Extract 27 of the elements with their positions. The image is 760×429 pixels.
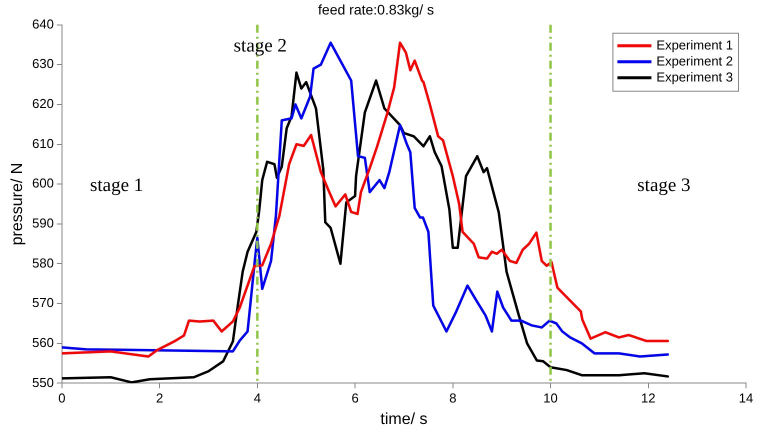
legend-label: Experiment 3 (656, 69, 734, 84)
x-axis-title: time/ s (380, 410, 428, 428)
x-tick-label: 4 (254, 390, 261, 406)
x-tick-label: 14 (738, 390, 754, 406)
y-tick-label: 610 (32, 136, 54, 151)
x-tick-label: 2 (156, 390, 164, 406)
x-tick-label: 8 (449, 390, 456, 406)
y-tick-label: 580 (32, 255, 54, 270)
y-tick-label: 640 (32, 16, 54, 32)
x-tick-label: 10 (543, 390, 558, 406)
y-tick-label: 560 (32, 334, 54, 350)
y-tick-label: 600 (32, 176, 54, 191)
y-axis-title: pressure/ N (9, 162, 26, 246)
annotation: stage 2 (234, 35, 287, 56)
x-tick-label: 0 (58, 390, 66, 406)
legend-label: Experiment 2 (656, 53, 734, 68)
y-tick-label: 590 (32, 215, 54, 230)
annotation: stage 3 (637, 175, 691, 196)
annotation: stage 1 (90, 175, 144, 196)
x-tick-label: 12 (641, 390, 656, 406)
y-tick-label: 630 (32, 56, 54, 72)
chart-title: feed rate:0.83kg/ s (318, 1, 434, 18)
x-tick-label: 6 (351, 390, 359, 406)
y-tick-label: 550 (32, 374, 54, 390)
y-tick-label: 620 (32, 96, 54, 112)
y-tick-label: 570 (32, 295, 54, 310)
legend-label: Experiment 1 (656, 37, 734, 52)
